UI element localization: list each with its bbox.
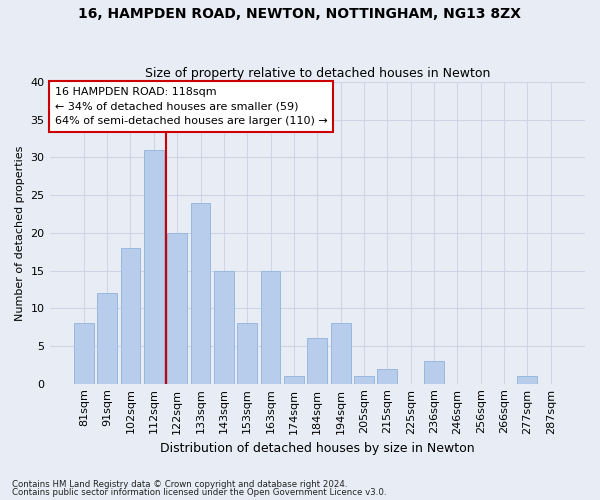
Bar (354, 376, 374, 384)
Bar (238, 324, 257, 384)
Bar (167, 233, 187, 384)
Text: 16, HAMPDEN ROAD, NEWTON, NOTTINGHAM, NG13 8ZX: 16, HAMPDEN ROAD, NEWTON, NOTTINGHAM, NG… (79, 8, 521, 22)
Title: Size of property relative to detached houses in Newton: Size of property relative to detached ho… (145, 66, 490, 80)
Y-axis label: Number of detached properties: Number of detached properties (15, 145, 25, 320)
Bar (377, 368, 397, 384)
Text: 16 HAMPDEN ROAD: 118sqm
← 34% of detached houses are smaller (59)
64% of semi-de: 16 HAMPDEN ROAD: 118sqm ← 34% of detache… (55, 86, 328, 126)
Bar (517, 376, 538, 384)
Bar (191, 202, 211, 384)
Bar (144, 150, 164, 384)
Bar (424, 361, 444, 384)
Bar (307, 338, 327, 384)
Bar (284, 376, 304, 384)
Bar (331, 324, 350, 384)
Bar (74, 324, 94, 384)
X-axis label: Distribution of detached houses by size in Newton: Distribution of detached houses by size … (160, 442, 475, 455)
Text: Contains public sector information licensed under the Open Government Licence v3: Contains public sector information licen… (12, 488, 386, 497)
Bar (97, 293, 117, 384)
Bar (121, 248, 140, 384)
Bar (214, 270, 234, 384)
Text: Contains HM Land Registry data © Crown copyright and database right 2024.: Contains HM Land Registry data © Crown c… (12, 480, 347, 489)
Bar (260, 270, 280, 384)
